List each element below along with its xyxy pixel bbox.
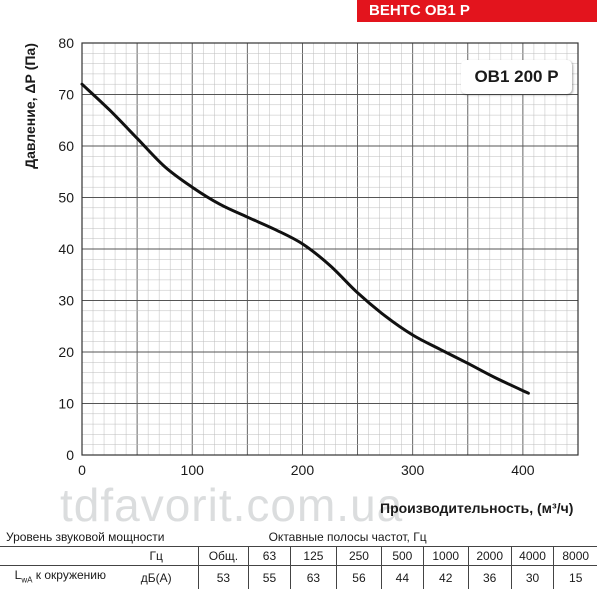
table-title-right: Октавные полосы частот, Гц bbox=[249, 528, 597, 547]
table-header-empty bbox=[0, 547, 115, 566]
y-tick-label: 60 bbox=[58, 138, 74, 154]
table-value-cell: 30 bbox=[511, 566, 554, 589]
table-value-cell: 15 bbox=[554, 566, 597, 589]
y-tick-label: 20 bbox=[58, 344, 74, 360]
model-label: ОВ1 200 Р bbox=[461, 60, 572, 94]
y-tick-label: 40 bbox=[58, 241, 74, 257]
table-value-cell: 44 bbox=[381, 566, 423, 589]
table-value-cell: 36 bbox=[468, 566, 511, 589]
y-tick-label: 0 bbox=[66, 447, 74, 463]
table-value-cell: 55 bbox=[249, 566, 291, 589]
table-header-cell: 1000 bbox=[423, 547, 468, 566]
table-header-cell: 8000 bbox=[554, 547, 597, 566]
x-tick-label: 100 bbox=[181, 462, 205, 478]
table-value-cell: 53 bbox=[198, 566, 248, 589]
table-value-cell: 42 bbox=[423, 566, 468, 589]
tick-labels: 0 10 20 30 40 50 60 70 80 0 100 200 300 400 bbox=[58, 35, 534, 478]
table-value-cell: 63 bbox=[290, 566, 336, 589]
table-header-cell: 250 bbox=[336, 547, 381, 566]
table-header-cell: 500 bbox=[381, 547, 423, 566]
sound-power-table: Уровень звуковой мощности Октавные полос… bbox=[0, 528, 597, 589]
table-title-row: Уровень звуковой мощности Октавные полос… bbox=[0, 528, 597, 547]
x-tick-label: 400 bbox=[511, 462, 535, 478]
table-value-row: LwA к окружению дБ(А) 53 55 63 56 44 42 … bbox=[0, 566, 597, 589]
table-header-cell: 2000 bbox=[468, 547, 511, 566]
x-tick-label: 0 bbox=[78, 462, 86, 478]
table-header-cell: 63 bbox=[249, 547, 291, 566]
grid bbox=[82, 43, 578, 455]
y-tick-label: 70 bbox=[58, 87, 74, 103]
table-title-left: Уровень звуковой мощности bbox=[0, 528, 249, 547]
y-tick-label: 30 bbox=[58, 293, 74, 309]
x-tick-label: 300 bbox=[401, 462, 425, 478]
y-axis-label: Давление, ΔР (Па) bbox=[22, 43, 38, 169]
table-header-cell: 4000 bbox=[511, 547, 554, 566]
table-header-cell: 125 bbox=[290, 547, 336, 566]
table-row-unit: дБ(А) bbox=[115, 566, 199, 589]
table-unit-hz: Гц bbox=[115, 547, 199, 566]
table-header-cell: Общ. bbox=[198, 547, 248, 566]
y-tick-label: 50 bbox=[58, 190, 74, 206]
table-header-row: Гц Общ. 63 125 250 500 1000 2000 4000 80… bbox=[0, 547, 597, 566]
y-tick-label: 80 bbox=[58, 35, 74, 51]
x-tick-label: 200 bbox=[291, 462, 315, 478]
table-value-cell: 56 bbox=[336, 566, 381, 589]
y-tick-label: 10 bbox=[58, 396, 74, 412]
table-row-label: LwA к окружению bbox=[0, 566, 115, 589]
x-axis-label: Производительность, (м³/ч) bbox=[380, 500, 573, 516]
